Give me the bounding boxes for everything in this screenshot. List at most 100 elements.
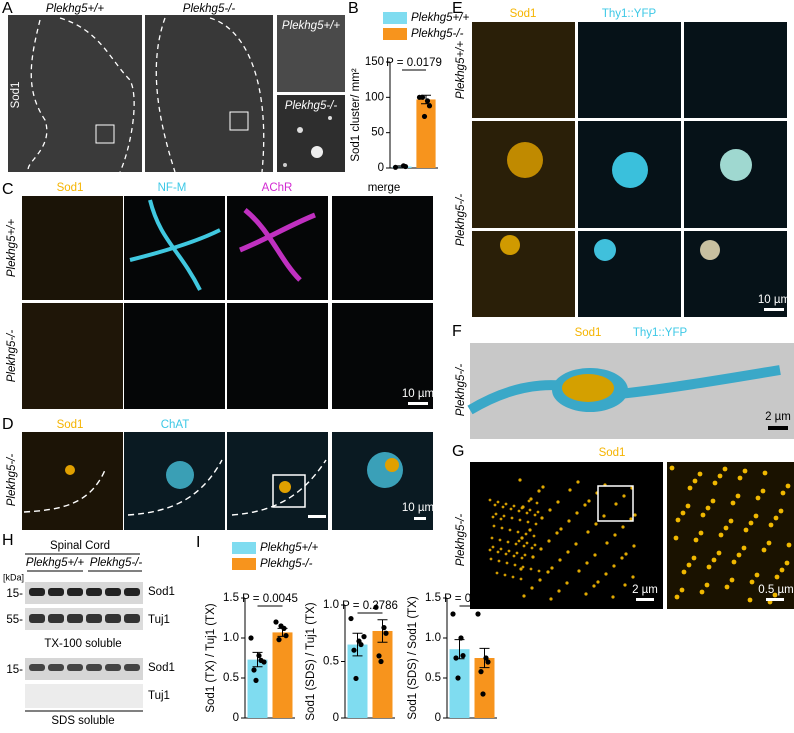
structure [538,578,542,582]
structure [577,569,581,573]
structure [729,577,735,583]
micrograph [472,231,575,317]
structure [529,497,533,501]
structure [632,544,636,548]
structure [605,541,609,545]
structure [754,572,760,578]
row-label: Plekhg5+/+ [455,41,467,99]
y-tick-label: 1.5 [223,592,239,604]
micrograph [578,22,681,118]
outline [155,17,265,173]
bar [372,630,393,718]
band-label: Tuj1 [148,690,170,702]
scale-label: 10 µm [402,502,434,514]
genotype: Plekhg5-/- [183,3,236,15]
marker: 15- [6,664,23,676]
structure [537,569,541,573]
structure [496,500,500,504]
structure [675,517,681,523]
panel-letter: F [452,323,462,340]
structure [556,500,560,504]
structure [761,547,767,553]
structure [507,549,511,553]
band [48,614,64,623]
column-label: merge [264,419,297,431]
data-point [475,611,481,617]
bar [416,99,436,168]
annotation: P = 0.0045 [242,593,298,605]
structure [521,505,525,509]
structure [673,535,679,541]
structure [706,564,712,570]
band [29,588,45,596]
micrograph [22,303,123,409]
scale-label: 2 µm [632,584,658,596]
structure [755,495,761,501]
band [105,664,121,671]
band [105,588,121,596]
scale-label: 10 µm [758,294,790,306]
scale-bar [636,598,654,601]
structure [728,518,734,524]
structure [602,514,606,518]
y-axis-label: Sod1 cluster/ mm² [350,68,362,161]
structure [493,503,497,507]
data-point [392,164,399,170]
structure [596,580,600,584]
structure [604,572,608,576]
structure [494,512,498,516]
roi [95,124,115,144]
structure [784,560,790,566]
legend-swatch [232,558,256,570]
column-label: merge [369,419,402,431]
y-axis-label: Sod1 (TX) / Tuj1 (TX) [205,603,217,712]
structure [522,544,526,548]
band [124,588,140,596]
group-label: Plekhg5+/+ [26,557,84,569]
data-point [426,103,433,109]
structure [504,552,508,556]
structure [535,501,539,505]
data-point [253,677,259,684]
band [124,664,140,671]
micrographs [8,15,794,708]
panel-letter: H [2,532,14,549]
structure [669,465,675,471]
structure [521,565,525,569]
column-label: NF-M [158,182,187,194]
structure [522,594,526,598]
structure [720,149,752,181]
data-point [256,653,262,659]
panel-letter: I [196,534,200,551]
column-label: Sod1 [57,182,84,194]
structure [622,494,626,498]
structure [491,515,495,519]
structure [587,499,591,503]
structure [737,475,743,481]
structure [500,235,520,255]
structure [528,528,532,532]
data-point [480,691,486,697]
roi [597,485,634,522]
micrograph [332,196,433,300]
structure [496,550,500,554]
structure [583,503,587,507]
structure [529,567,533,571]
structure [514,542,518,546]
structure [546,570,550,574]
data-point [261,659,267,665]
micrograph [22,196,123,300]
structure [297,127,303,133]
band [29,614,45,623]
structure [536,510,540,514]
data-point [419,94,426,100]
structure [568,488,572,492]
structure [555,531,559,535]
micrograph [145,15,273,172]
column-label: Sod1 [510,8,537,20]
structure [500,526,504,530]
structure [166,461,194,489]
structure [753,513,759,519]
structure [705,505,711,511]
